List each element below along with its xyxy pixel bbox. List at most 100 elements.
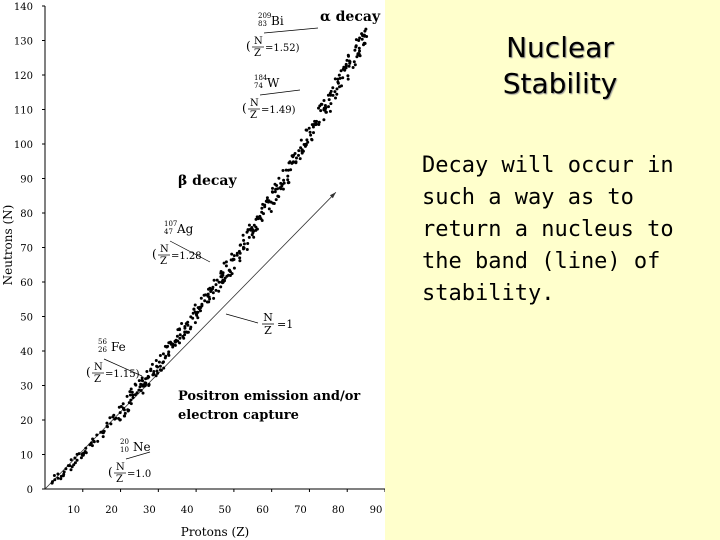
stable-nuclide-point	[346, 74, 350, 78]
annotation-ratio-value: =1.28	[171, 251, 202, 262]
stable-nuclide-point	[189, 325, 193, 329]
stable-nuclide-point	[317, 123, 321, 126]
annotation-leader-line	[103, 358, 143, 377]
stable-nuclide-point	[343, 68, 347, 72]
stable-nuclide-point	[269, 210, 273, 213]
stable-nuclide-point	[271, 186, 274, 190]
stable-nuclide-point	[260, 210, 264, 214]
stable-nuclide-point	[317, 106, 320, 110]
stable-nuclide-point	[121, 402, 125, 406]
annotation-element-symbol: W	[267, 76, 280, 90]
annotation-ratio-num: N	[94, 362, 103, 373]
stable-nuclide-point	[310, 123, 314, 127]
stable-nuclide-point	[273, 190, 277, 194]
stable-nuclide-point	[90, 444, 94, 448]
stable-nuclide-point	[118, 418, 122, 422]
stable-nuclide-point	[291, 160, 295, 164]
stable-nuclide-point	[238, 251, 242, 255]
stable-nuclide-point	[79, 456, 83, 460]
x-tick-label: 70	[294, 505, 307, 516]
stable-nuclide-point	[297, 153, 300, 157]
stable-nuclide-point	[357, 39, 361, 42]
stable-nuclide-point	[122, 408, 126, 412]
body-line-4: the band (line) of	[422, 249, 661, 274]
y-tick-label: 10	[20, 451, 33, 462]
stable-nuclide-point	[252, 235, 256, 239]
stable-nuclide-point	[241, 233, 245, 237]
stable-nuclide-point	[364, 27, 368, 31]
stable-nuclide-point	[254, 225, 258, 229]
stable-nuclide-point	[281, 169, 285, 172]
stable-nuclide-point	[276, 187, 279, 191]
stable-nuclide-point	[75, 458, 79, 462]
annotation-open-paren: (	[152, 247, 157, 261]
stable-nuclide-point	[345, 58, 349, 62]
stable-nuclide-point	[73, 456, 77, 460]
annotation-ratio-value: =1.49)	[261, 105, 296, 116]
stable-nuclide-point	[73, 461, 77, 465]
stable-nuclide-point	[210, 288, 213, 292]
annotation-leader-line	[169, 240, 211, 263]
annotation-leader-line	[259, 89, 301, 96]
stable-nuclide-point	[171, 345, 175, 349]
y-tick-label: 100	[14, 140, 33, 151]
stable-nuclide-point	[326, 93, 330, 97]
stable-nuclide-point	[105, 421, 109, 425]
stable-nuclide-point	[274, 198, 278, 202]
stable-nuclide-point	[123, 411, 127, 415]
stable-nuclide-point	[344, 66, 348, 70]
stable-nuclide-point	[139, 389, 143, 392]
stable-nuclide-point	[352, 60, 356, 64]
stable-nuclide-point	[220, 274, 224, 278]
stable-nuclide-point	[64, 467, 68, 471]
annotation-mass-number: 184	[254, 74, 268, 82]
stable-nuclide-point	[178, 336, 182, 340]
stable-nuclide-point	[327, 98, 331, 102]
stable-nuclide-point	[305, 138, 309, 142]
x-tick-label: 80	[332, 505, 345, 516]
annotation-ratio-value: =1.0	[127, 469, 151, 480]
stable-nuclide-point	[137, 388, 141, 392]
stable-nuclide-point	[239, 243, 243, 247]
stable-nuclide-point	[348, 60, 352, 64]
stable-nuclide-point	[259, 217, 263, 221]
stable-nuclide-point	[230, 272, 234, 276]
annotation-open-paren: (	[86, 365, 91, 379]
stable-nuclide-point	[219, 285, 223, 289]
stable-nuclide-point	[161, 361, 165, 365]
stable-nuclide-point	[304, 128, 308, 132]
stable-nuclide-point	[173, 343, 177, 347]
stable-nuclide-point	[102, 429, 106, 433]
stable-nuclide-point	[344, 62, 348, 66]
stable-nuclide-point	[255, 215, 259, 219]
stable-nuclide-point	[214, 283, 218, 287]
stable-nuclide-point	[108, 416, 112, 420]
slide-body: Decay will occur in such a way as to ret…	[422, 150, 712, 310]
beta-decay-label: β decay	[178, 173, 237, 189]
annotation-ratio-num: N	[160, 244, 169, 255]
x-tick-label: 50	[219, 505, 232, 516]
annotation-element-symbol: Fe	[111, 340, 126, 354]
stable-nuclide-point	[227, 273, 230, 277]
stable-nuclide-point	[246, 228, 250, 232]
stable-nuclide-point	[105, 424, 109, 428]
stable-nuclide-point	[62, 470, 66, 474]
stable-nuclide-point	[282, 178, 286, 182]
stable-nuclide-point	[336, 77, 340, 81]
stable-nuclide-point	[175, 334, 179, 338]
stable-nuclide-point	[293, 152, 297, 155]
stable-nuclide-point	[272, 202, 276, 205]
y-tick-label: 70	[20, 244, 33, 255]
stable-nuclide-point	[207, 300, 211, 304]
stable-nuclide-point	[131, 393, 135, 397]
stable-nuclide-point	[341, 76, 345, 80]
x-tick-label: 20	[105, 505, 118, 516]
stable-nuclide-point	[215, 278, 219, 282]
stable-nuclide-point	[154, 359, 158, 362]
stable-nuclide-point	[339, 69, 343, 73]
stable-nuclide-point	[235, 253, 239, 257]
title-line-1: Nuclear	[506, 31, 614, 64]
stable-nuclide-point	[128, 390, 132, 394]
stable-nuclide-point	[354, 38, 358, 42]
stable-nuclide-point	[224, 264, 228, 268]
